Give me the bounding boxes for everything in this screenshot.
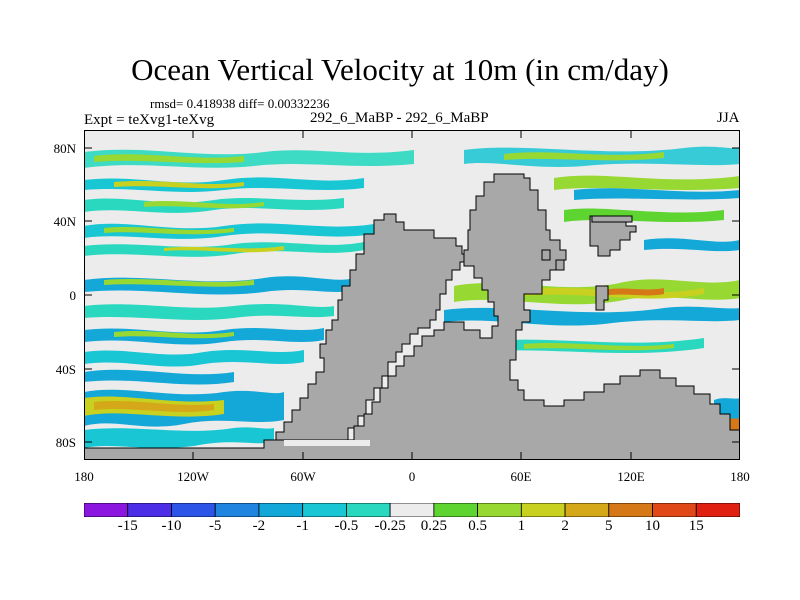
colorbar-swatch [608,503,653,517]
lat-tick-label: 80N [53,141,76,156]
land-masses [84,173,740,460]
axis-ticks [84,130,740,460]
colorbar-label: 0.25 [420,518,447,534]
lat-tick-label: 80S [55,435,76,450]
eurasia-africa-land [84,173,740,460]
colorbar-label: -5 [208,518,222,534]
case-label: 292_6_MaBP - 292_6_MaBP [310,110,489,126]
lon-tick-label: 120E [617,469,645,484]
colorbar-swatch [477,503,522,517]
colorbar-swatch [127,503,172,517]
colorbar-swatch [258,503,304,517]
lon-tick-label: 60E [510,469,532,484]
colorbar-swatch [214,503,260,517]
lon-tick-label: 0 [408,469,416,484]
velocity-field [84,146,740,448]
colorbar-swatch [84,503,129,517]
colorbar-swatch [652,503,697,517]
colorbar-label: 0.5 [468,518,487,534]
colorbar-swatch [520,503,566,517]
experiment-label: Expt = teXvg1-teXvg [84,112,215,128]
map-title: Ocean Vertical Velocity at 10m (in cm/da… [131,52,669,87]
colorbar-swatch [695,503,740,517]
colorbar-label: 5 [605,518,613,534]
lon-tick-label: 180 [730,469,750,484]
lat-tick-label: 40N [53,214,76,229]
colorbar-label: -15 [117,518,138,534]
lon-tick-label: 180 [74,469,94,484]
colorbar-label: -10 [161,518,182,534]
stats-text: rmsd= 0.418938 diff= 0.00332236 [150,96,330,111]
colorbar-swatch [389,503,435,517]
colorbar-label: -2 [252,518,266,534]
lat-tick-label: 40S [55,362,76,377]
colorbar-swatch [302,503,347,517]
colorbar-label: 15 [688,518,704,534]
colorbar-label: -1 [296,518,309,534]
colorbar [84,503,740,517]
maritime-land [595,285,609,311]
colorbar-label: -0.25 [374,518,406,534]
season-label: JJA [717,110,740,126]
map-plot [84,130,740,460]
colorbar-swatch [564,503,610,517]
lon-tick-label: 60W [290,469,316,484]
east-asia-land [591,215,633,223]
colorbar-swatch [345,503,391,517]
colorbar-label: 2 [561,518,569,534]
colorbar-label: -0.5 [334,518,359,534]
colorbar-label: 1 [517,518,526,534]
lon-tick-label: 120W [177,469,209,484]
colorbar-swatch [433,503,478,517]
colorbar-label: 10 [645,518,661,534]
lat-tick-label: 0 [69,288,77,303]
colorbar-swatch [171,503,216,517]
